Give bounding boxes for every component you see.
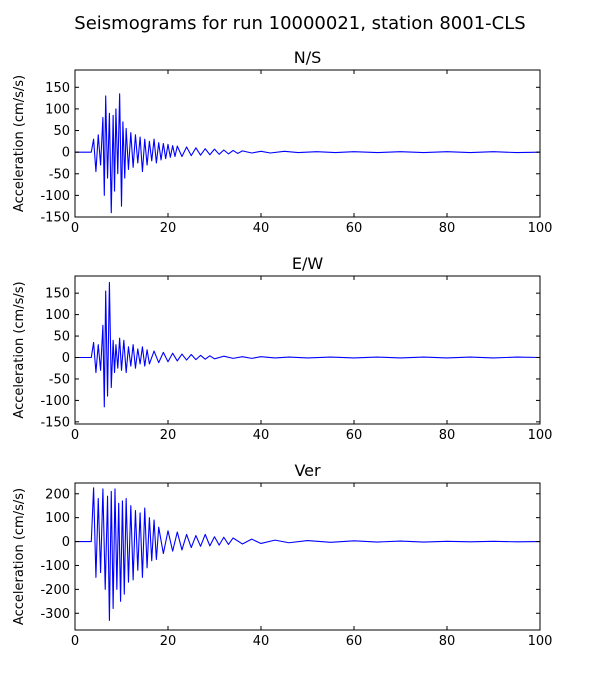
trace-ew-line: [75, 281, 540, 408]
y-tick-label: -100: [40, 189, 70, 204]
axes-border: [74, 275, 541, 425]
y-tick-label: -50: [49, 372, 70, 387]
panel-3: 0 20 40 60 80 100 -300 -200 -100 0 100 200 Ver Accele…: [12, 461, 552, 649]
y-tick-label: -100: [40, 394, 70, 409]
y-tick-label: 150: [45, 287, 70, 302]
panel-title: E/W: [292, 254, 324, 273]
x-tick-label: 100: [528, 634, 553, 649]
panel-title: Ver: [294, 461, 321, 480]
y-axis-label: Acceleration (cm/s/s): [12, 75, 27, 212]
x-tick-label: 20: [160, 221, 177, 236]
y-tick-label: 200: [45, 487, 70, 502]
y-tick-label: -300: [40, 607, 70, 622]
x-tick-label: 80: [439, 428, 456, 443]
x-tick-label: 40: [253, 221, 270, 236]
y-tick-label: 0: [62, 351, 70, 366]
y-tick-label: 150: [45, 81, 70, 96]
x-tick-label: 40: [253, 428, 270, 443]
y-tick-label: -100: [40, 559, 70, 574]
x-tick-label: 60: [346, 428, 363, 443]
y-tick-label: -200: [40, 583, 70, 598]
x-tick-label: 0: [71, 428, 79, 443]
trace-ns-line: [75, 93, 540, 214]
y-axis-label: Acceleration (cm/s/s): [12, 488, 27, 625]
y-tick-label: 100: [45, 308, 70, 323]
y-tick-label: -150: [40, 415, 70, 430]
y-tick-label: 50: [53, 330, 70, 345]
x-tick-label: 100: [528, 428, 553, 443]
x-tick-label: 100: [528, 221, 553, 236]
x-tick-label: 0: [71, 221, 79, 236]
y-axis-label: Acceleration (cm/s/s): [12, 281, 27, 418]
axes-frame: [74, 275, 541, 425]
panel-2: 0 20 40 60 80 100 -150 -100 -50 0 50 100 150 E/W Accel…: [12, 254, 552, 443]
y-tick-label: 100: [45, 102, 70, 117]
y-tick-label: 100: [45, 511, 70, 526]
x-tick-label: 20: [160, 634, 177, 649]
panel-title: N/S: [294, 48, 322, 67]
x-tick-label: 40: [253, 634, 270, 649]
x-tick-label: 60: [346, 221, 363, 236]
x-tick-label: 60: [346, 634, 363, 649]
axes-frame: [74, 482, 541, 631]
x-tick-label: 20: [160, 428, 177, 443]
y-tick-label: 0: [62, 146, 70, 161]
y-tick-label: 50: [53, 124, 70, 139]
x-tick-label: 0: [71, 634, 79, 649]
x-tick-label: 80: [439, 221, 456, 236]
axes-border: [74, 69, 541, 218]
figure-title: Seismograms for run 10000021, station 80…: [74, 13, 525, 34]
y-tick-label: -150: [40, 211, 70, 226]
axes-border: [74, 482, 541, 631]
axes-frame: [74, 69, 541, 218]
y-tick-label: -50: [49, 167, 70, 182]
x-tick-label: 80: [439, 634, 456, 649]
y-tick-label: 0: [62, 535, 70, 550]
panel-1: 0 20 40 60 80 100 -150 -100 -50 0 50 100 150 N/S Accel…: [12, 48, 552, 236]
trace-ver-line: [75, 487, 540, 621]
panels-group: 0 20 40 60 80 100 -150 -100 -50 0 50 100 150 N/S Accel…: [12, 48, 552, 649]
